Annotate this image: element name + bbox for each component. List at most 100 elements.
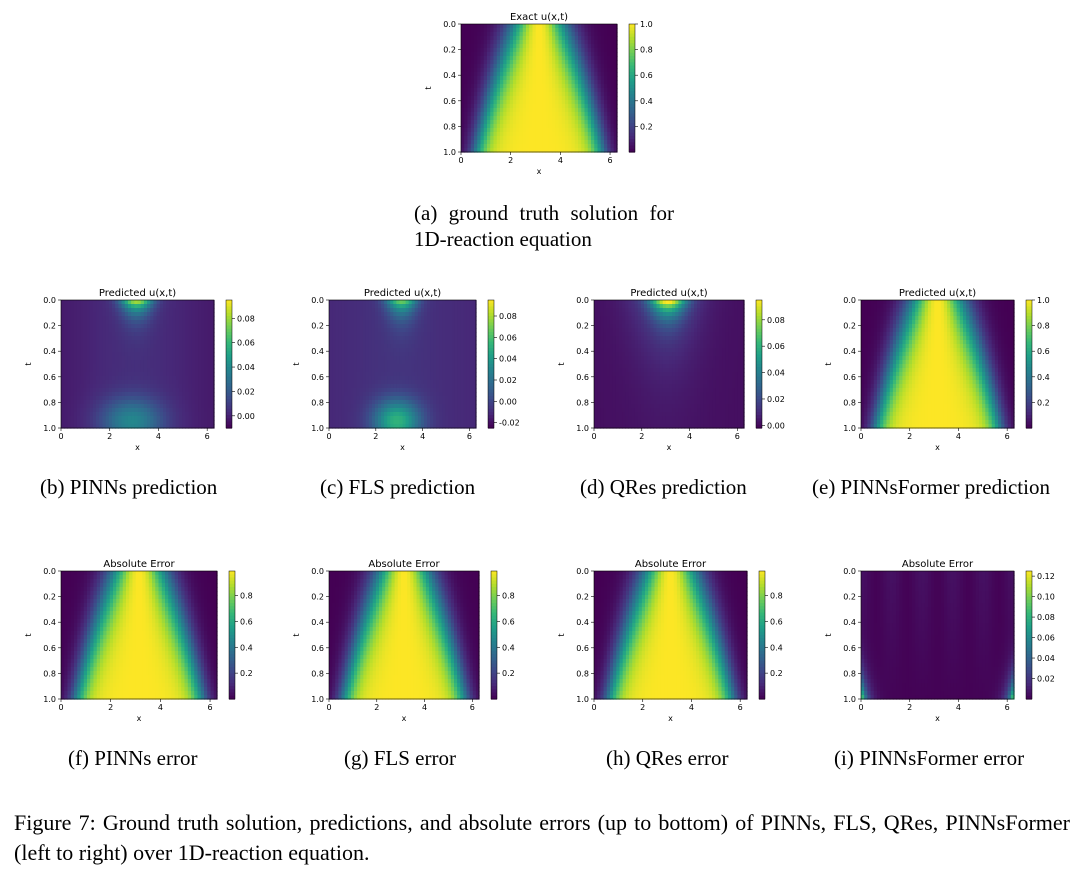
heatmap-cell [166, 400, 170, 405]
heatmap-cell [539, 108, 543, 113]
heatmap-cell [405, 388, 410, 393]
heatmap-cell [207, 388, 212, 393]
heatmap-cell [451, 384, 456, 389]
heatmap-cell [378, 380, 382, 385]
heatmap-cell [555, 148, 560, 153]
heatmap-cell [115, 392, 119, 397]
heatmap-cell [516, 96, 521, 101]
heatmap-cell [451, 392, 456, 397]
heatmap-cell [207, 328, 212, 333]
colorbar-segment [629, 84, 635, 89]
heatmap-cell [150, 344, 155, 349]
heatmap-cell [480, 60, 485, 65]
heatmap-cell [542, 28, 547, 33]
heatmap-cell [650, 308, 654, 313]
heatmap-cell [480, 128, 485, 133]
heatmap-cell [115, 388, 119, 393]
heatmap-cell [371, 304, 376, 309]
heatmap-cell [552, 96, 556, 101]
heatmap-cell [384, 364, 388, 369]
heatmap-cell [433, 328, 437, 333]
heatmap-cell [194, 384, 199, 389]
heatmap-cell [163, 412, 167, 417]
heatmap-cell [172, 400, 177, 405]
heatmap-cell [427, 304, 431, 309]
heatmap-cell [539, 96, 543, 101]
heatmap-cell [552, 92, 556, 97]
heatmap-cell [393, 420, 397, 425]
heatmap-cell [457, 388, 462, 393]
heatmap-cell [628, 300, 633, 305]
heatmap-cell [150, 328, 155, 333]
heatmap-cell [477, 96, 482, 101]
heatmap-cell [506, 56, 511, 61]
heatmap-cell [477, 60, 482, 65]
heatmap-cell [558, 100, 563, 105]
heatmap-cell [613, 136, 618, 141]
heatmap-cell [591, 44, 595, 49]
heatmap-cell [433, 356, 437, 361]
heatmap-cell [408, 372, 413, 377]
heatmap-cell [565, 32, 569, 37]
heatmap-cell [140, 340, 145, 345]
heatmap-cell [433, 332, 437, 337]
heatmap-cell [436, 348, 440, 353]
heatmap-cell [493, 48, 498, 53]
heatmap-cell [166, 412, 170, 417]
heatmap-cell [555, 28, 560, 33]
heatmap-cell [516, 148, 521, 153]
heatmap-cell [561, 52, 566, 57]
heatmap-cell [390, 308, 394, 313]
heatmap-cell [92, 312, 97, 317]
heatmap-cell [470, 136, 475, 141]
heatmap-cell [67, 316, 72, 321]
heatmap-cell [470, 60, 475, 65]
heatmap-cell [143, 392, 148, 397]
heatmap-cell [402, 332, 407, 337]
heatmap-cell [159, 336, 164, 341]
heatmap-cell [147, 372, 151, 377]
heatmap-cell [558, 96, 563, 101]
heatmap-cell [156, 392, 161, 397]
heatmap-cell [207, 396, 212, 401]
heatmap-cell [118, 420, 123, 425]
heatmap-cell [558, 124, 563, 129]
heatmap-cell [344, 352, 348, 357]
heatmap-cell [669, 300, 673, 305]
heatmap-cell [454, 344, 459, 349]
heatmap-cell [112, 300, 116, 305]
heatmap-cell [396, 332, 401, 337]
heatmap-cell [405, 336, 410, 341]
heatmap-cell [147, 388, 151, 393]
heatmap-cell [341, 304, 345, 309]
heatmap-cell [127, 344, 132, 349]
heatmap-cell [408, 424, 413, 429]
heatmap-cell [198, 340, 202, 345]
heatmap-cell [516, 132, 521, 137]
heatmap-cell [198, 392, 202, 397]
heatmap-cell [594, 88, 599, 93]
colorbar-segment [488, 306, 494, 311]
heatmap-cell [374, 384, 379, 389]
heatmap-cell [535, 112, 540, 117]
heatmap-cell [420, 380, 425, 385]
heatmap-cell [469, 384, 474, 389]
heatmap-cell [442, 416, 446, 421]
heatmap-cell [516, 128, 521, 133]
heatmap-cell [83, 368, 88, 373]
heatmap-cell [156, 312, 161, 317]
heatmap-cell [194, 324, 199, 329]
heatmap-cell [561, 128, 566, 133]
heatmap-cell [73, 420, 78, 425]
heatmap-cell [393, 364, 397, 369]
heatmap-cell [460, 316, 465, 321]
heatmap-cell [182, 380, 186, 385]
heatmap-cell [423, 316, 428, 321]
heatmap-cell [535, 32, 540, 37]
heatmap-cell [140, 424, 145, 429]
heatmap-cell [378, 364, 382, 369]
heatmap-cell [150, 372, 155, 377]
heatmap-cell [201, 324, 206, 329]
heatmap-cell [430, 328, 434, 333]
heatmap-cell [191, 328, 196, 333]
